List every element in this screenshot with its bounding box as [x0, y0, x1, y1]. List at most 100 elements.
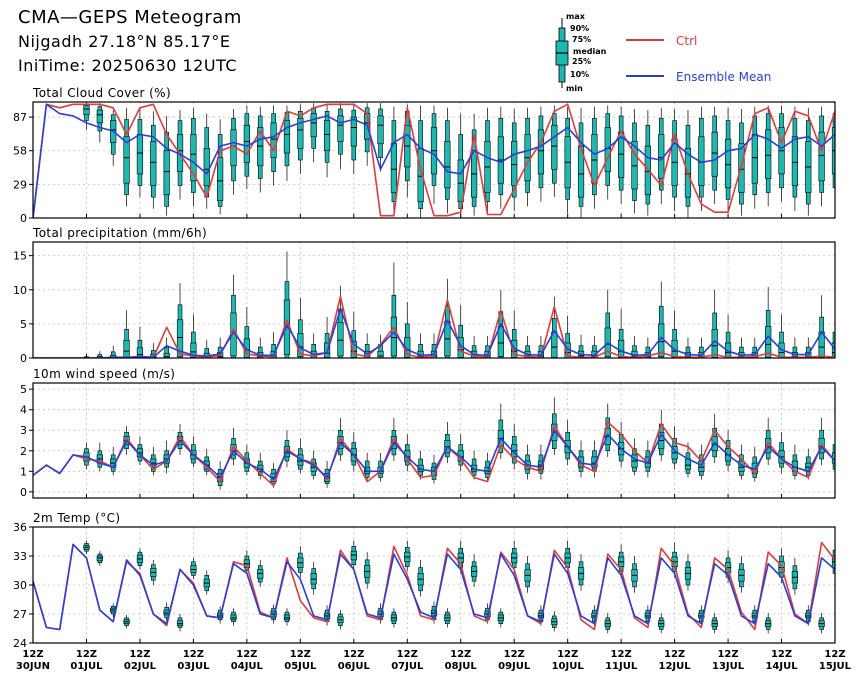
boxplot	[484, 107, 491, 214]
boxplot	[163, 337, 170, 358]
legend-label-25pct: 25%	[572, 57, 591, 66]
boxplot	[698, 106, 705, 212]
boxplot	[577, 440, 585, 478]
boxplot	[243, 550, 250, 576]
boxplot	[297, 546, 304, 578]
panel-plot-area	[33, 102, 835, 218]
x-tick-date-label: 15JUL	[819, 661, 852, 672]
x-tick-date-label: 13JUL	[712, 661, 745, 672]
boxplot	[350, 104, 357, 174]
legend-label-10pct: 10%	[570, 70, 589, 79]
y-tick-label: 29	[13, 178, 27, 191]
boxplot	[711, 289, 718, 358]
boxplot-p25-p75	[257, 127, 264, 167]
panel-1: Total precipitation (mm/6h) 0 5 10 15	[13, 226, 836, 365]
boxplot	[123, 107, 130, 207]
boxplot-p25-p75	[444, 141, 451, 189]
boxplot	[350, 540, 357, 570]
x-tick-date-label: 12JUL	[659, 661, 692, 672]
boxplot	[618, 106, 625, 205]
panel-frame	[32, 241, 836, 359]
boxplot	[96, 103, 103, 143]
boxplot	[83, 102, 90, 130]
x-tick-hour-label: 12Z	[183, 649, 204, 660]
boxplot	[684, 554, 692, 591]
boxplot	[310, 561, 317, 595]
boxplot-p25-p75	[190, 134, 197, 182]
boxplot	[230, 274, 237, 358]
x-tick-hour-label: 12Z	[343, 649, 364, 660]
boxplot	[283, 608, 291, 626]
boxplot	[511, 108, 518, 212]
boxplot-p25-p75	[176, 319, 184, 357]
boxplot	[805, 448, 812, 480]
boxplot-p25-p75	[818, 131, 825, 182]
boxplot	[230, 108, 237, 195]
boxplot	[564, 106, 571, 214]
boxplot-p25-p75	[270, 122, 277, 158]
boxplot	[230, 608, 237, 626]
boxplot	[738, 556, 745, 593]
x-tick-hour-label: 12Z	[290, 649, 311, 660]
boxplot-p25-p75	[377, 115, 384, 145]
station-location: Nijgadh 27.18°N 85.17°E	[18, 32, 231, 51]
boxplot	[390, 608, 398, 628]
boxplot-p25-p75	[417, 464, 424, 472]
boxplot	[176, 282, 184, 358]
x-tick-date-label: 01JUL	[70, 661, 103, 672]
x-tick-date-label: 06JUL	[338, 661, 371, 672]
boxplot-p25-p75	[150, 141, 157, 186]
boxplot-p25-p75	[537, 129, 545, 175]
panel-title: Total precipitation (mm/6h)	[32, 226, 207, 240]
boxplot	[470, 113, 478, 216]
boxplot	[444, 422, 451, 464]
x-tick-hour-label: 12Z	[557, 649, 578, 660]
y-tick-label: 10	[13, 284, 27, 297]
boxplot	[190, 107, 197, 207]
boxplot	[136, 326, 144, 358]
boxplot	[724, 430, 732, 472]
boxplot	[283, 251, 291, 358]
boxplot	[577, 554, 585, 591]
boxplot	[257, 106, 264, 193]
x-tick-date-label: 05JUL	[284, 661, 317, 672]
init-time: IniTime: 20250630 12UTC	[18, 56, 238, 75]
boxplot	[524, 444, 531, 480]
boxplot-p25-p75	[297, 117, 304, 149]
boxplot-p25-p75	[310, 113, 317, 138]
boxplot	[83, 540, 90, 555]
boxplot	[591, 106, 598, 209]
boxplot	[511, 424, 518, 470]
boxplot	[404, 434, 411, 472]
legend-label-max: max	[566, 12, 586, 21]
boxplot-p25-p75	[350, 116, 357, 147]
boxplot	[150, 111, 157, 209]
boxplot	[778, 314, 785, 358]
boxplot	[110, 110, 117, 166]
boxplot-p25-p75	[457, 159, 464, 203]
boxplot	[711, 613, 718, 634]
boxplot	[203, 570, 210, 595]
x-tick-hour-label: 12Z	[76, 649, 97, 660]
boxplot-p25-p75	[163, 352, 170, 358]
boxplot	[791, 557, 799, 595]
boxplot	[377, 103, 384, 172]
boxplot	[805, 107, 812, 216]
y-tick-label: 27	[13, 608, 27, 621]
x-tick-hour-label: 12Z	[611, 649, 632, 660]
boxplot	[711, 413, 718, 464]
x-tick-date-label: 02JUL	[124, 661, 157, 672]
boxplot-p10-p90	[164, 347, 169, 358]
boxplot-p25-p75	[390, 316, 398, 357]
boxplot	[497, 608, 504, 628]
boxplot	[631, 438, 638, 476]
x-tick-hour-label: 12Z	[504, 649, 525, 660]
boxplot-p25-p75	[724, 138, 732, 189]
boxplot	[390, 262, 398, 358]
boxplot-p25-p75	[765, 129, 772, 179]
boxplot	[765, 613, 772, 634]
boxplot-p25-p75	[711, 131, 718, 177]
boxplot	[176, 614, 184, 632]
x-tick-hour-label: 12Z	[824, 649, 845, 660]
x-tick-hour-label: 12Z	[236, 649, 257, 660]
